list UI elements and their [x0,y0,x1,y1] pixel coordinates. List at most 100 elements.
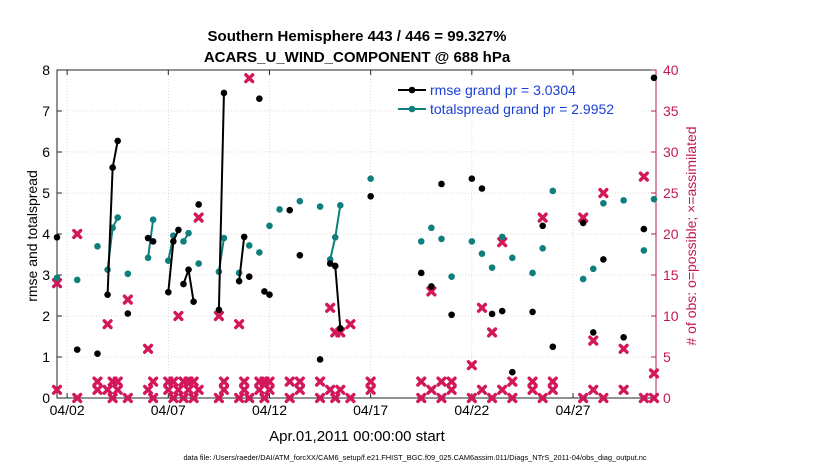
obs-possible-marker [486,327,498,338]
obs-assimilated-marker [426,384,437,395]
totalspread-point [165,257,172,264]
totalspread-point [114,214,122,221]
rmse-point [114,137,122,145]
obs-possible-marker [173,310,184,322]
y-tick-label-right: 10 [663,308,679,324]
obs-possible-marker [234,319,245,330]
rmse-point [529,308,536,316]
totalspread-point [180,238,187,245]
obs-possible-marker [547,376,558,387]
totalspread-point [337,202,344,209]
rmse-point [589,329,597,336]
rmse-point [509,368,516,376]
rmse-point [109,164,116,171]
rmse-point [104,291,111,298]
obs-possible-marker [193,212,204,223]
obs-assimilated-marker [325,384,336,395]
obs-assimilated-marker [335,384,346,395]
obs-assimilated-marker [345,392,356,404]
chart-title-line1: Southern Hemisphere 443 / 446 = 99.327% [208,28,507,45]
totalspread-point [144,254,152,262]
totalspread-point [276,206,283,213]
y-tick-label-right: 20 [663,226,679,242]
chart-title-line2: ACARS_U_WIND_COMPONENT @ 688 hPa [204,49,511,66]
obs-assimilated-marker [416,392,427,404]
obs-assimilated-marker [314,392,326,404]
obs-assimilated-marker [537,392,548,404]
obs-assimilated-marker [142,384,154,395]
y-tick-label-left: 7 [42,103,50,119]
legend: rmse grand pr = 3.0304 totalspread grand… [396,80,641,120]
rmse-point [620,334,627,341]
y-tick-label-left: 6 [42,144,50,160]
rmse-point [220,89,228,97]
totalspread-point [73,276,81,284]
rmse-point [337,325,344,332]
obs-possible-marker [345,319,356,330]
obs-possible-marker [588,335,599,346]
rmse-point [185,266,192,273]
rmse-point [498,307,506,315]
obs-assimilated-marker [122,392,133,404]
rmse-point [478,185,486,192]
y-tick-label-right: 30 [663,144,679,160]
rmse-point [261,288,268,295]
legend-box [396,80,641,120]
obs-possible-marker [213,310,224,322]
y-tick-label-right: 25 [663,185,679,201]
obs-possible-marker [578,212,589,223]
rmse-point [149,238,157,245]
totalspread-point [94,243,101,250]
rmse-point [296,252,304,259]
obs-assimilated-marker [173,384,184,395]
rmse-point [417,269,425,277]
obs-possible-marker [122,294,133,305]
rmse-point [468,175,476,182]
obs-assimilated-marker [486,392,498,404]
totalspread-point [438,235,445,243]
obs-assimilated-marker [446,384,457,395]
rmse-point [256,95,263,102]
rmse-point [331,262,339,270]
rmse-point [215,306,223,314]
obs-possible-marker [598,187,609,199]
rmse-point [326,260,334,267]
totalspread-point [331,233,339,241]
y-tick-label-left: 3 [42,267,50,283]
obs-assimilated-marker [254,384,265,395]
rmse-point [600,256,607,263]
obs-possible-marker [72,228,83,240]
obs-possible-marker [264,376,275,387]
y-axis-label-left: rmse and totalspread [24,170,40,302]
totalspread-point [509,254,516,262]
y-tick-label-right: 15 [663,267,679,283]
obs-possible-marker [218,376,230,387]
totalspread-point [256,249,263,256]
obs-assimilated-marker [213,392,224,404]
rmse-point [165,288,172,296]
totalspread-point [266,222,273,230]
rmse-line [238,236,246,282]
obs-possible-marker [476,302,488,313]
rmse-point [539,222,546,230]
obs-assimilated-marker [365,384,376,395]
totalspread-point [589,265,597,273]
totalspread-point [245,242,253,249]
obs-possible-marker [168,376,179,387]
rmse-point [144,234,152,242]
obs-assimilated-marker [330,392,341,404]
obs-assimilated-marker [294,384,305,395]
obs-assimilated-marker [148,392,159,404]
obs-possible-marker [497,237,508,248]
y-tick-label-left: 0 [42,390,50,406]
obs-assimilated-marker [234,392,245,404]
obs-possible-marker [188,376,199,387]
obs-assimilated-marker [107,392,118,404]
obs-possible-marker [466,360,477,371]
totalspread-point [640,247,648,254]
obs-possible-marker [142,343,154,354]
y-tick-label-right: 5 [663,349,671,365]
x-tick-label: 04/12 [252,402,287,418]
y-tick-label-right: 35 [663,103,679,119]
obs-assimilated-marker [436,392,447,404]
